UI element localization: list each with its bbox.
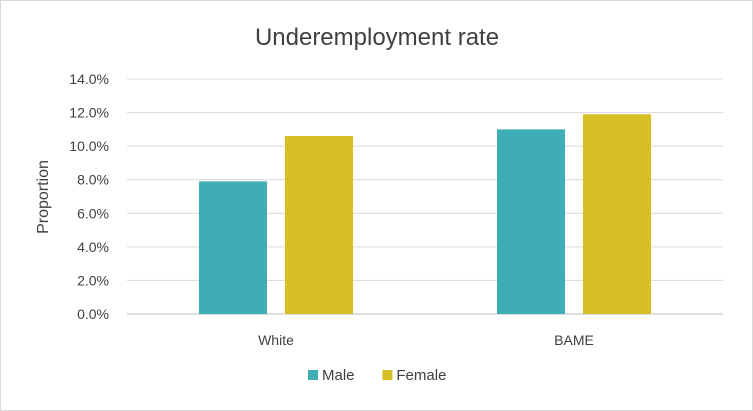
y-axis-ticks: 0.0% 2.0% 4.0% 6.0% 8.0% 10.0% 12.0% 14.0% [69, 71, 109, 322]
legend-swatch-male [308, 370, 318, 380]
y-tick-label: 12.0% [69, 105, 109, 121]
bar-female-white [285, 136, 353, 314]
y-tick-label: 2.0% [77, 272, 109, 288]
chart-title: Underemployment rate [255, 24, 499, 51]
bars [199, 114, 651, 314]
x-axis-ticks: White BAME [258, 332, 594, 348]
bar-male-bame [497, 129, 565, 314]
y-tick-label: 10.0% [69, 138, 109, 154]
x-tick-label: BAME [554, 332, 594, 348]
y-tick-label: 14.0% [69, 71, 109, 87]
legend-label-female: Female [396, 367, 446, 384]
bar-female-bame [583, 114, 651, 314]
legend-label-male: Male [322, 367, 355, 384]
y-tick-label: 6.0% [77, 205, 109, 221]
y-axis-title: Proportion [35, 160, 52, 234]
y-tick-label: 0.0% [77, 306, 109, 322]
bar-male-white [199, 181, 267, 314]
y-tick-label: 8.0% [77, 172, 109, 188]
x-tick-label: White [258, 332, 294, 348]
y-tick-label: 4.0% [77, 239, 109, 255]
legend: Male Female [308, 367, 446, 384]
legend-swatch-female [382, 370, 393, 380]
